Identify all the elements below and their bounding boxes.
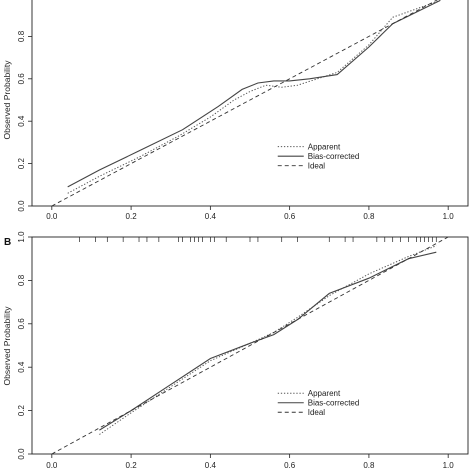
- series-line-apparent: [99, 245, 437, 435]
- x-tick-label: 0.8: [363, 212, 375, 221]
- x-tick-label: 0.2: [126, 461, 138, 470]
- y-tick-label: 0.4: [17, 115, 26, 127]
- series-line-ideal: [51, 0, 438, 206]
- x-tick-label: 0.0: [46, 461, 58, 470]
- y-tick-label: 0.8: [17, 30, 26, 42]
- calibration-panel-b: 0.0 0.2 0.4 0.6 0.8 1.0 0.0 0.2 0.4 0.6 0.8 1.0 Obse…: [2, 231, 469, 470]
- y-tick-label: 0.4: [17, 361, 26, 373]
- x-tick-label: 0.4: [205, 461, 217, 470]
- y-tick-label: 0.2: [17, 404, 26, 416]
- series-line-bias-corrected: [99, 251, 437, 431]
- y-tick-label: 0.0: [17, 200, 26, 212]
- y-axis-title: Observed Probability: [2, 306, 12, 386]
- series-line-ideal: [51, 237, 449, 454]
- legend-label: Ideal: [308, 408, 326, 417]
- x-tick-label: 0.8: [363, 461, 375, 470]
- x-tick-label: 1.0: [443, 212, 455, 221]
- y-tick-label: 0.6: [17, 318, 26, 330]
- plot-frame: [31, 0, 469, 207]
- y-tick-label: 0.2: [17, 157, 26, 169]
- series-line-apparent: [67, 0, 441, 194]
- y-tick-label: 0.6: [17, 73, 26, 85]
- y-tick-label: 0.8: [17, 274, 26, 286]
- panel-label: B: [4, 237, 11, 248]
- x-tick-label: 0.6: [284, 461, 296, 470]
- x-tick-label: 0.6: [284, 212, 296, 221]
- series-line-bias-corrected: [67, 0, 441, 188]
- x-tick-label: 0.0: [46, 212, 58, 221]
- calibration-panel-a: 0.0 0.2 0.4 0.6 0.8 1.0 0.0 0.2 0.4 0.6 0.8 Observe…: [2, 0, 469, 221]
- y-axis-title: Observed Probability: [2, 60, 12, 140]
- y-tick-label: 0.0: [17, 448, 26, 460]
- x-tick-label: 0.4: [205, 212, 217, 221]
- y-tick-label: 1.0: [17, 231, 26, 243]
- legend-label: Apparent: [308, 389, 341, 398]
- legend-label: Apparent: [308, 143, 341, 152]
- x-tick-label: 1.0: [443, 461, 455, 470]
- legend-label: Ideal: [308, 162, 326, 171]
- x-tick-label: 0.2: [126, 212, 138, 221]
- legend-label: Bias-corrected: [308, 152, 360, 161]
- legend-label: Bias-corrected: [308, 399, 360, 408]
